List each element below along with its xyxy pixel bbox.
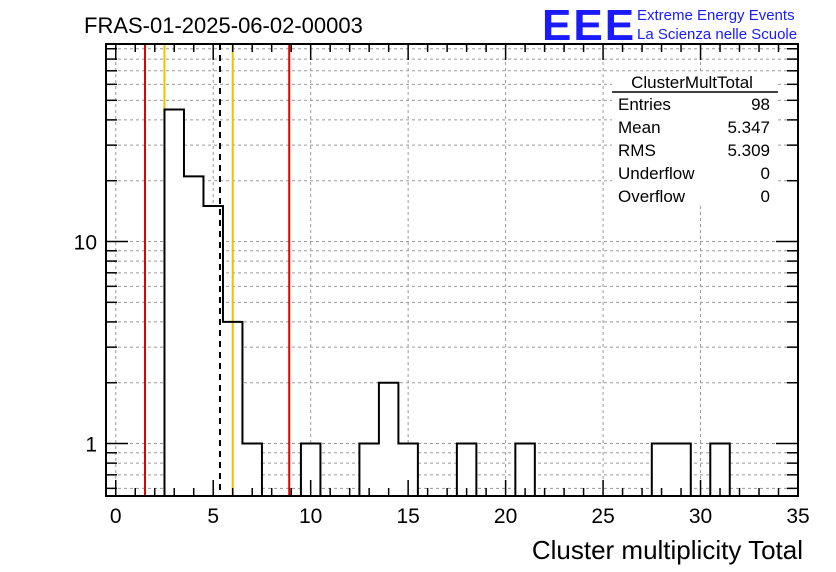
stats-value: 0 xyxy=(761,187,770,206)
stats-value: 5.347 xyxy=(727,118,770,137)
stats-name: ClusterMultTotal xyxy=(631,73,753,92)
stats-row: Mean 5.347 xyxy=(618,118,770,137)
stats-value: 5.309 xyxy=(727,141,770,160)
histogram-bin xyxy=(359,443,379,496)
axis-ticks xyxy=(106,44,799,496)
plot-frame xyxy=(105,43,799,497)
logo-line1: Extreme Energy Events xyxy=(637,7,795,24)
stats-box: ClusterMultTotal Entries 98 Mean 5.347 R… xyxy=(612,73,778,206)
histogram-outline xyxy=(163,108,731,496)
stats-value: 98 xyxy=(751,95,770,114)
histogram-bin xyxy=(398,443,418,496)
y-tick-label: 10 xyxy=(74,232,97,255)
stats-background xyxy=(612,74,778,204)
histogram-bin xyxy=(300,443,321,496)
stats-row: RMS 5.309 xyxy=(618,141,770,160)
stats-label: RMS xyxy=(618,141,656,160)
tick-labels: 0 5 10 15 20 25 30 35 1 10 xyxy=(74,232,810,528)
stats-value: 0 xyxy=(761,164,770,183)
x-axis-title: Cluster multiplicity Total xyxy=(532,535,803,565)
stats-label: Mean xyxy=(618,118,661,137)
eee-logo: EEE Extreme Energy Events La Scienza nel… xyxy=(542,1,797,50)
stats-label: Entries xyxy=(618,95,671,114)
logo-mark: EEE xyxy=(542,1,636,50)
stats-row: Underflow 0 xyxy=(618,164,770,183)
x-tick-label: 30 xyxy=(689,505,712,528)
x-tick-label: 5 xyxy=(207,505,219,528)
histogram-bin xyxy=(651,443,691,496)
histogram-bin xyxy=(710,443,730,496)
stats-row: Entries 98 xyxy=(618,95,770,114)
histogram-bin xyxy=(164,109,184,496)
stats-row: Overflow 0 xyxy=(618,187,770,206)
histogram-bin xyxy=(456,443,477,496)
x-tick-label: 0 xyxy=(110,505,122,528)
stats-label: Overflow xyxy=(618,187,686,206)
x-tick-label: 20 xyxy=(494,505,517,528)
histogram-bin xyxy=(378,382,399,496)
x-tick-label: 35 xyxy=(786,505,809,528)
histogram-bin xyxy=(242,443,262,496)
histogram-bin xyxy=(515,443,535,496)
histogram-bin xyxy=(183,176,204,496)
run-title: FRAS-01-2025-06-02-00003 xyxy=(84,13,363,38)
logo-line2: La Scienza nelle Scuole xyxy=(637,26,797,43)
x-tick-label: 10 xyxy=(299,505,322,528)
x-tick-label: 25 xyxy=(591,505,614,528)
x-tick-label: 15 xyxy=(396,505,419,528)
histogram-bins xyxy=(164,109,730,496)
histogram-bin xyxy=(203,205,223,496)
stats-label: Underflow xyxy=(618,164,695,183)
y-tick-label: 1 xyxy=(85,434,97,457)
